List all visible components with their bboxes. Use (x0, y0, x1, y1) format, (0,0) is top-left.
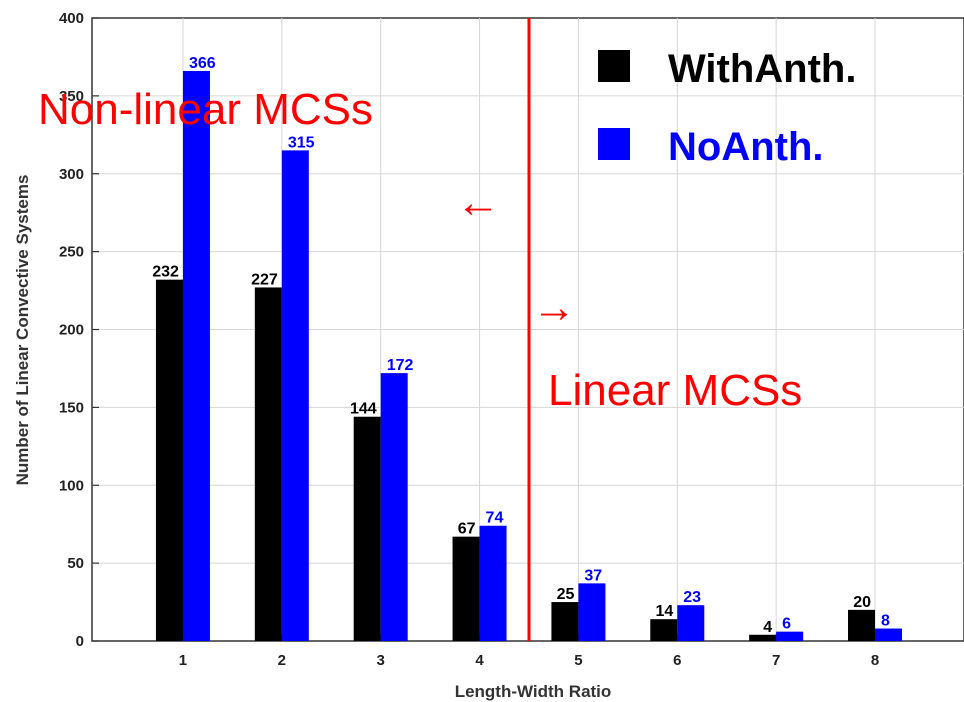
legend-swatch-withanth (598, 50, 630, 82)
legend-label-noanth: NoAnth. (668, 125, 824, 169)
bar-noanth-4 (479, 525, 507, 641)
x-tick-label: 7 (772, 652, 780, 669)
data-label-noanth-5: 37 (584, 567, 602, 584)
data-label-withanth-2: 227 (251, 271, 278, 288)
bar-noanth-3 (380, 373, 408, 641)
bar-withanth-3 (353, 416, 381, 641)
bars (155, 70, 903, 641)
bar-noanth-8 (875, 628, 903, 641)
data-label-withanth-6: 14 (655, 603, 673, 620)
y-tick-label: 350 (59, 88, 84, 105)
data-label-withanth-4: 67 (458, 521, 476, 538)
annotation-left-arrow: ← (456, 178, 500, 227)
y-tick-label: 300 (59, 166, 84, 183)
y-axis-label: Number of Linear Convective Systems (13, 175, 32, 486)
data-label-noanth-8: 8 (881, 613, 890, 630)
annotation-nonlinear-mcss: Non-linear MCSs (38, 85, 373, 134)
annotation-linear-mcss: Linear MCSs (548, 366, 802, 415)
x-axis-label: Length-Width Ratio (455, 682, 612, 701)
legend-label-withanth: WithAnth. (668, 47, 856, 91)
bar-withanth-2 (254, 287, 282, 641)
data-label-noanth-6: 23 (683, 589, 701, 606)
y-tick-label: 100 (59, 477, 84, 494)
data-label-noanth-4: 74 (486, 510, 504, 527)
data-label-withanth-3: 144 (350, 401, 377, 418)
annotation-right-arrow: → (532, 283, 576, 332)
data-label-noanth-1: 366 (189, 55, 216, 72)
y-tick-label: 400 (59, 10, 84, 27)
bar-withanth-7 (749, 634, 777, 641)
y-axis-ticks: 0 50 100 150 200 250 300 350 400 (59, 10, 84, 650)
x-axis-ticks: 1 2 3 4 5 6 7 8 (179, 652, 879, 669)
x-tick-label: 1 (179, 652, 187, 669)
y-tick-label: 50 (67, 555, 84, 572)
data-label-noanth-7: 6 (782, 616, 791, 633)
y-tick-label: 0 (76, 633, 84, 650)
data-label-withanth-1: 232 (152, 264, 179, 281)
bar-noanth-1 (182, 70, 210, 641)
x-tick-label: 3 (377, 652, 385, 669)
bar-withanth-8 (848, 609, 876, 641)
bar-withanth-1 (155, 279, 183, 641)
data-label-noanth-3: 172 (387, 357, 414, 374)
y-tick-label: 250 (59, 244, 84, 261)
bar-withanth-4 (452, 536, 480, 641)
bar-noanth-6 (677, 605, 705, 641)
data-label-withanth-7: 4 (763, 619, 772, 636)
data-label-withanth-5: 25 (557, 586, 575, 603)
x-tick-label: 2 (278, 652, 286, 669)
y-tick-label: 200 (59, 322, 84, 339)
x-tick-label: 4 (475, 652, 484, 669)
data-label-withanth-8: 20 (853, 594, 871, 611)
bar-noanth-7 (776, 631, 804, 641)
legend-swatch-noanth (598, 128, 630, 160)
bar-noanth-5 (578, 583, 606, 641)
x-tick-label: 8 (871, 652, 879, 669)
bar-withanth-5 (551, 602, 579, 641)
x-tick-label: 5 (574, 652, 582, 669)
x-tick-label: 6 (673, 652, 681, 669)
bar-noanth-2 (281, 150, 309, 641)
y-tick-label: 150 (59, 399, 84, 416)
data-label-noanth-2: 315 (288, 134, 315, 151)
bar-withanth-6 (650, 619, 678, 641)
